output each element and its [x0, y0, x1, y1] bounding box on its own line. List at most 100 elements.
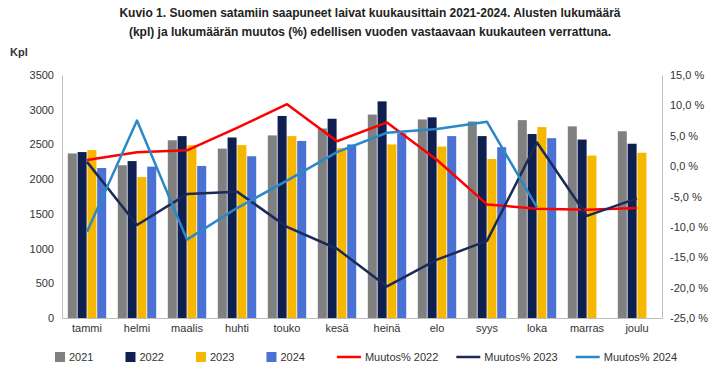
tick-label: 1000 — [30, 243, 54, 255]
legend-item: Muutos% 2024 — [576, 351, 677, 363]
legend-item: 2024 — [266, 351, 304, 363]
legend-label: 2022 — [139, 351, 163, 363]
chart: Kuvio 1. Suomen satamiin saapuneet laiva… — [0, 0, 720, 379]
legend: 2021 2022 2023 2024 Muutos% 2022 Muutos% 2023… — [55, 351, 677, 363]
tick-label: kesä — [325, 322, 349, 334]
tick-label: 2500 — [30, 138, 54, 150]
tick: kesä — [325, 318, 349, 334]
bar — [68, 153, 77, 318]
tick: -25,0 % — [662, 312, 708, 324]
bar — [518, 120, 527, 318]
bar — [428, 117, 437, 318]
tick: 3500 — [30, 69, 62, 81]
legend-label: 2021 — [69, 351, 93, 363]
bar-series — [78, 101, 637, 318]
title: Kuvio 1. Suomen satamiin saapuneet laiva… — [119, 6, 620, 39]
tick: -10,0 % — [662, 221, 708, 233]
y-axis: 0500100015002000250030003500 — [30, 69, 63, 324]
legend-item: 2023 — [196, 351, 234, 363]
legend-symbol — [125, 352, 135, 362]
legend-label: Muutos% 2024 — [604, 351, 677, 363]
bar — [337, 148, 346, 318]
tick-label: touko — [274, 322, 301, 334]
tick-label: helmi — [124, 322, 150, 334]
y-axis-title: Kpl — [10, 46, 28, 58]
line — [87, 121, 537, 240]
bar — [297, 141, 306, 318]
tick-label: loka — [527, 322, 548, 334]
legend-item: Muutos% 2022 — [337, 351, 438, 363]
tick: 3000 — [30, 104, 62, 116]
bar — [318, 128, 327, 318]
tick: 500 — [36, 277, 62, 289]
bar — [147, 167, 156, 318]
tick: marras — [570, 318, 605, 334]
bar — [447, 136, 456, 318]
tick-label: syys — [476, 322, 499, 334]
tick: helmi — [124, 318, 150, 334]
bar — [528, 134, 537, 318]
bar — [237, 145, 246, 318]
line — [87, 142, 637, 286]
legend-symbol — [196, 352, 206, 362]
bar-series — [97, 133, 556, 318]
legend-label: Muutos% 2022 — [365, 351, 438, 363]
bar — [468, 122, 477, 318]
tick: -20,0 % — [662, 282, 708, 294]
tick: huhti — [225, 318, 249, 334]
legend-item: Muutos% 2023 — [456, 351, 557, 363]
tick-label: 500 — [36, 277, 54, 289]
bar — [587, 156, 596, 318]
tick: -15,0 % — [662, 251, 708, 263]
tick: 1000 — [30, 243, 62, 255]
bar — [197, 166, 206, 318]
tick: joulu — [624, 318, 648, 334]
tick-label: heinä — [374, 322, 402, 334]
title-line: (kpl) ja lukumäärän muutos (%) edellisen… — [129, 25, 611, 39]
tick: syys — [476, 318, 499, 334]
bar — [228, 137, 237, 318]
bar — [628, 144, 637, 318]
legend-symbol — [55, 352, 65, 362]
tick-label: elo — [430, 322, 445, 334]
bar — [347, 144, 356, 318]
bar — [87, 150, 96, 318]
tick: 0,0 % — [662, 160, 698, 172]
tick-label: 3500 — [30, 69, 54, 81]
bar — [128, 161, 137, 318]
tick-label: joulu — [624, 322, 648, 334]
bar — [397, 133, 406, 318]
tick: touko — [274, 318, 301, 334]
tick-label: 1500 — [30, 208, 54, 220]
axis-line — [63, 318, 663, 319]
bar — [247, 156, 256, 318]
bar-series — [87, 127, 646, 318]
tick-label: 3000 — [30, 104, 54, 116]
bar — [78, 152, 87, 318]
bar — [578, 140, 587, 318]
bar — [118, 165, 127, 318]
x-axis: tammi helmi maalis huhti touko kesä heinä elo sy… — [63, 318, 663, 334]
legend-label: 2024 — [280, 351, 304, 363]
tick: 15,0 % — [662, 69, 704, 81]
tick-label: maalis — [171, 322, 203, 334]
tick-label: 0 — [48, 312, 54, 324]
axis-line — [62, 76, 63, 319]
tick-label: 0,0 % — [670, 160, 698, 172]
bar — [568, 126, 577, 318]
legend-symbol — [266, 352, 276, 362]
bar — [168, 140, 177, 318]
legend-item: 2022 — [125, 351, 163, 363]
tick: tammi — [72, 318, 102, 334]
bar — [497, 147, 506, 318]
legend-item: 2021 — [55, 351, 93, 363]
bar — [478, 136, 487, 318]
tick: -5,0 % — [662, 191, 702, 203]
tick: elo — [430, 318, 445, 334]
bar — [437, 147, 446, 318]
title-line: Kuvio 1. Suomen satamiin saapuneet laiva… — [119, 6, 620, 20]
bar — [618, 131, 627, 318]
tick-label: -15,0 % — [670, 251, 708, 263]
marks — [68, 101, 647, 318]
tick: loka — [527, 318, 548, 334]
